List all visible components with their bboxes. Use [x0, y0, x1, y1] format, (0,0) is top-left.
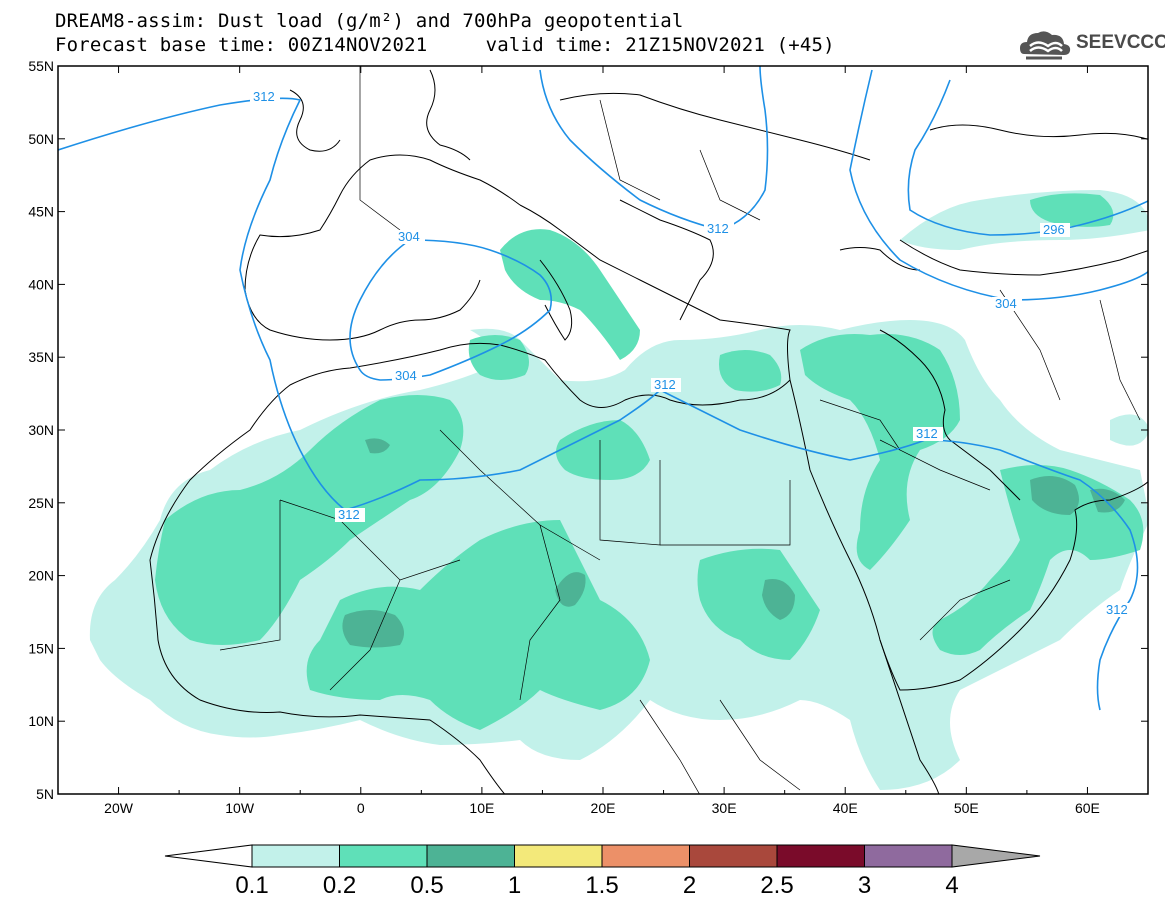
- colorbar: 0.1 0.2 0.5 1 1.5 2 2.5 3 4: [164, 844, 1041, 899]
- lat-tick-label: 55N: [28, 58, 54, 74]
- lon-tick-label: 30E: [712, 800, 737, 816]
- lat-tick-label: 5N: [36, 786, 54, 802]
- coastlines: [149, 69, 1148, 794]
- colorbar-segment: [339, 844, 428, 868]
- lon-tick-label: 20E: [591, 800, 616, 816]
- seevccc-logo: SEEVCCC: [1018, 24, 1165, 64]
- colorbar-segment: [864, 844, 953, 868]
- cloud-icon: [1020, 31, 1071, 60]
- colorbar-label: 1.5: [585, 872, 618, 899]
- lon-tick-label: 20W: [104, 800, 134, 816]
- lon-tick-label: 40E: [833, 800, 858, 816]
- colorbar-segment: [251, 844, 340, 868]
- colorbar-segment: [426, 844, 515, 868]
- colorbar-under-arrow: [164, 844, 253, 868]
- colorbar-label: 3: [858, 872, 871, 899]
- dust-level-dark: [342, 438, 1125, 648]
- colorbar-label: 2: [683, 872, 696, 899]
- contour-label: 312: [338, 507, 360, 522]
- lon-tick-label: 0: [357, 800, 365, 816]
- lat-tick-label: 35N: [28, 349, 54, 365]
- contour-label: 296: [1043, 222, 1065, 237]
- contour-label: 304: [995, 296, 1017, 311]
- lon-tick-label: 10W: [225, 800, 255, 816]
- lat-tick-label: 50N: [28, 131, 54, 147]
- forecast-times: Forecast base time: 00Z14NOV2021 valid t…: [55, 34, 835, 56]
- contour-label: 312: [253, 89, 275, 104]
- colorbar-label: 0.1: [235, 872, 268, 899]
- colorbar-label: 0.2: [323, 872, 356, 899]
- contour-labels: 312 304 304 312 312 312 296 304 312 312: [250, 89, 1133, 617]
- colorbar-segment: [689, 844, 778, 868]
- lat-tick-label: 20N: [28, 568, 54, 584]
- contour-label: 312: [707, 221, 729, 236]
- lat-tick-label: 30N: [28, 422, 54, 438]
- contour-label: 312: [916, 426, 938, 441]
- colorbar-label: 0.5: [410, 872, 443, 899]
- colorbar-segment: [776, 844, 865, 868]
- lon-tick-label: 10E: [469, 800, 494, 816]
- lat-tick-label: 15N: [28, 640, 54, 656]
- colorbar-segment: [514, 844, 603, 868]
- logo-text: SEEVCCC: [1076, 32, 1165, 53]
- lat-tick-label: 25N: [28, 495, 54, 511]
- lat-tick-label: 45N: [28, 204, 54, 220]
- lat-tick-label: 40N: [28, 276, 54, 292]
- map-title: DREAM8-assim: Dust load (g/m²) and 700hP…: [55, 10, 684, 32]
- colorbar-over-arrow: [951, 844, 1041, 868]
- dust-level-medium: [155, 193, 1144, 730]
- lon-tick-label: 50E: [954, 800, 979, 816]
- colorbar-label: 1: [508, 872, 521, 899]
- colorbar-label: 2.5: [760, 872, 793, 899]
- contour-label: 312: [654, 377, 676, 392]
- colorbar-label: 4: [945, 872, 958, 899]
- longitude-axis: 20W 10W 0 10E 20E 30E 40E 50E 60E: [57, 66, 1149, 816]
- latitude-axis: 55N 50N 45N 40N 35N 30N 25N 20N 15N 10N 5N: [28, 58, 1148, 802]
- colorbar-segment: [601, 844, 690, 868]
- lat-tick-label: 10N: [28, 713, 54, 729]
- contour-label: 304: [398, 229, 420, 244]
- contour-label: 312: [1106, 602, 1128, 617]
- lon-tick-label: 60E: [1075, 800, 1100, 816]
- contour-label: 304: [395, 368, 417, 383]
